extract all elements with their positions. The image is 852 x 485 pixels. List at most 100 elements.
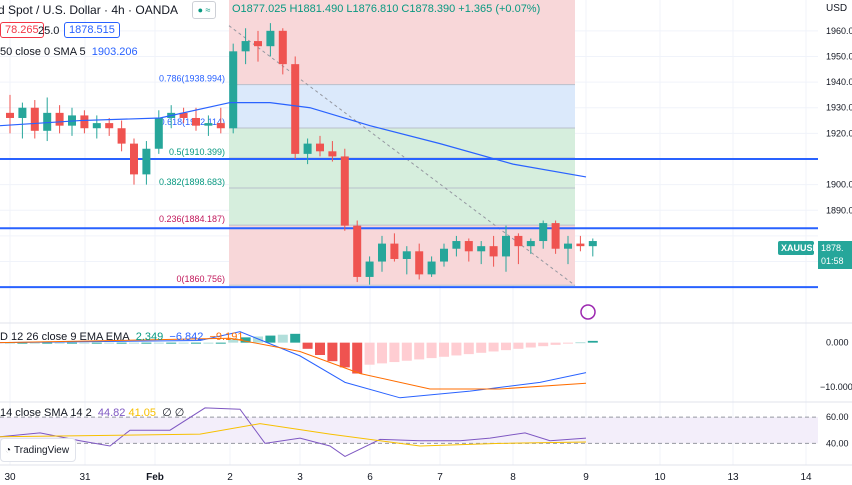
- fib-label-0.236: 0.236(1884.187): [159, 214, 225, 224]
- rsi-band: [0, 417, 818, 444]
- candle-body: [564, 243, 572, 249]
- candle-body: [278, 30, 287, 65]
- macd-histogram-bar: [91, 342, 102, 344]
- macd-histogram-bar: [587, 340, 598, 343]
- fib-zone-blue: [229, 84, 575, 128]
- price-tick-label: 1900.0: [826, 180, 852, 190]
- candle-body: [216, 123, 225, 129]
- macd-histogram-bar: [538, 342, 549, 347]
- price-tick-label: 1920.0: [826, 128, 852, 138]
- price-tick-label: 1960.0: [826, 26, 852, 36]
- macd-histogram-bar: [414, 342, 425, 360]
- candle-body: [477, 246, 486, 252]
- candle-body: [576, 243, 585, 247]
- time-tick-label: 13: [727, 472, 739, 483]
- candle-body: [402, 251, 411, 259]
- candle-body: [427, 261, 436, 275]
- rsi-legend[interactable]: 14 close SMA 14 2 44.82 41.05 ∅ ∅: [0, 407, 185, 419]
- time-tick-label: 6: [367, 472, 373, 483]
- macd-histogram-bar: [215, 342, 226, 344]
- macd-histogram-bar: [277, 334, 288, 343]
- macd-histogram-bar: [265, 335, 276, 343]
- macd-histogram-bar: [302, 342, 313, 349]
- time-tick-label: 2: [227, 472, 233, 483]
- rsi-line: [0, 407, 587, 458]
- macd-histogram-bar: [42, 342, 53, 344]
- macd-histogram-bar: [364, 342, 375, 365]
- candle-body: [378, 243, 386, 262]
- candle-body: [154, 117, 163, 149]
- candle-body: [254, 41, 262, 47]
- candle-body: [514, 235, 523, 247]
- tradingview-logo[interactable]: ◔ TradingView: [0, 438, 77, 462]
- macd-histogram-bar: [488, 342, 499, 352]
- price-tick-label: 1950.0: [826, 51, 852, 61]
- candle-body: [130, 143, 138, 175]
- macd-legend[interactable]: D 12 26 close 9 EMA EMA 2.349 −6.842 −9.…: [0, 331, 244, 343]
- macd-histogram-bar: [141, 342, 152, 344]
- time-tick-label: 10: [654, 472, 666, 483]
- candle-body: [142, 148, 151, 175]
- sell-button[interactable]: 78.265: [0, 22, 44, 38]
- time-tick-label: 30: [4, 472, 16, 483]
- candle-body: [303, 143, 312, 154]
- status-dot-icon[interactable]: ● ≈: [192, 1, 217, 19]
- fib-zone-lower: [229, 225, 575, 286]
- macd-histogram-bar: [253, 336, 263, 343]
- current-price-symbol-tag: [778, 241, 814, 255]
- macd-histogram-bar: [104, 342, 115, 344]
- macd-histogram-bar: [290, 333, 301, 343]
- current-price-tag: [818, 241, 852, 269]
- macd-line: [0, 331, 587, 399]
- candle-body: [526, 241, 535, 247]
- macd-histogram-bar: [339, 342, 350, 368]
- current-price-symbol: XAUUSD: [781, 243, 820, 253]
- macd-histogram-bar: [178, 342, 189, 344]
- macd-histogram-bar: [451, 342, 462, 356]
- symbol-header: d Spot / U.S. Dollar · 4h · OANDA ● ≈: [0, 0, 217, 20]
- time-tick-label: 9: [583, 472, 589, 483]
- rsi-ma-line: [0, 423, 587, 447]
- macd-histogram-bar: [513, 342, 524, 349]
- macd-histogram-bar: [54, 342, 65, 344]
- fib-label-0.5: 0.5(1910.399): [169, 147, 225, 157]
- candle-body: [365, 261, 374, 277]
- macd-histogram-bar: [377, 342, 387, 364]
- candle-body: [6, 112, 14, 118]
- candle-body: [43, 112, 52, 131]
- time-tick-label: 8: [510, 472, 516, 483]
- candle-body: [390, 243, 399, 259]
- candle-body: [55, 112, 64, 126]
- macd-histogram-bar: [327, 342, 338, 362]
- macd-histogram-bar: [240, 337, 251, 343]
- candle-body: [117, 128, 126, 144]
- candle-body: [192, 117, 200, 126]
- macd-histogram-bar: [116, 342, 127, 344]
- candle-body: [266, 30, 275, 47]
- candle-body: [179, 112, 188, 118]
- macd-histogram-bar: [525, 342, 536, 348]
- macd-histogram-bar: [575, 342, 586, 344]
- candle-body: [353, 225, 362, 277]
- candle-body: [316, 143, 324, 152]
- macd-histogram-bar: [5, 342, 15, 344]
- sma-legend[interactable]: 50 close 0 SMA 5 1903.206: [0, 46, 138, 58]
- candle-body: [415, 251, 424, 275]
- macd-histogram-bar: [426, 342, 437, 359]
- macd-histogram-bar: [315, 342, 325, 355]
- price-tick-label: 1940.0: [826, 77, 852, 87]
- candle-body: [551, 223, 560, 249]
- fib-label-0.382: 0.382(1898.683): [159, 177, 225, 187]
- candle-body: [291, 64, 300, 154]
- symbol-title[interactable]: d Spot / U.S. Dollar · 4h · OANDA: [0, 3, 179, 17]
- buy-button[interactable]: 1878.515: [64, 22, 120, 38]
- macd-tick-label: −10.000: [820, 382, 852, 392]
- current-price-value: 1878.: [821, 243, 844, 253]
- time-tick-label: Feb: [146, 472, 164, 483]
- macd-histogram-bar: [67, 342, 77, 344]
- macd-histogram-bar: [439, 342, 449, 357]
- macd-histogram-bar: [29, 342, 40, 344]
- candle-body: [464, 241, 473, 252]
- rsi-tick-label: 60.00: [826, 412, 849, 422]
